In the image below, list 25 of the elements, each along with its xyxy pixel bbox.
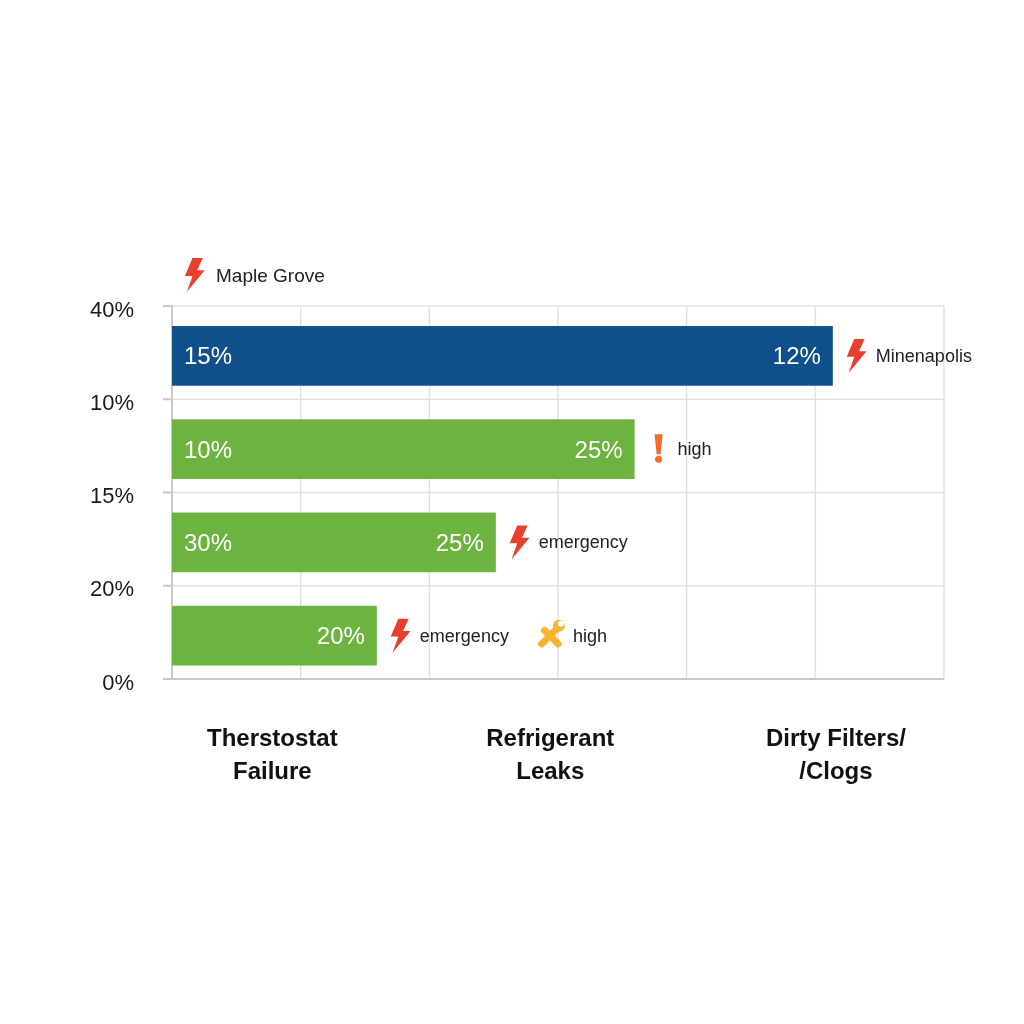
annotation: 12% bbox=[772, 342, 821, 370]
text: 0% bbox=[102, 669, 134, 695]
text: 10% bbox=[89, 389, 134, 415]
annotation: 25% bbox=[435, 528, 484, 556]
text: Minenapolis bbox=[875, 345, 972, 366]
text: 15% bbox=[89, 483, 134, 508]
bar bbox=[172, 326, 833, 386]
annotation: high bbox=[677, 439, 712, 460]
annotation: 15% bbox=[184, 342, 233, 370]
bar bbox=[172, 512, 496, 573]
text: Refrigerant Leaks bbox=[486, 723, 615, 784]
bar bbox=[172, 605, 377, 666]
annotation: 30% bbox=[184, 528, 233, 556]
text: 40% bbox=[89, 296, 134, 322]
text: Maple Grove bbox=[216, 264, 325, 286]
annotation: emergency bbox=[419, 625, 509, 646]
bar bbox=[172, 419, 635, 479]
text: 20% bbox=[89, 576, 134, 602]
annotation: 25% bbox=[574, 435, 623, 463]
text: Dirty Filters/ /Clogs bbox=[765, 723, 907, 784]
annotation: 10% bbox=[184, 435, 233, 463]
annotation: emergency bbox=[538, 532, 628, 553]
annotation: high bbox=[572, 625, 607, 646]
annotation: 20% bbox=[316, 622, 365, 650]
text: Therstostat Failure bbox=[207, 723, 338, 784]
